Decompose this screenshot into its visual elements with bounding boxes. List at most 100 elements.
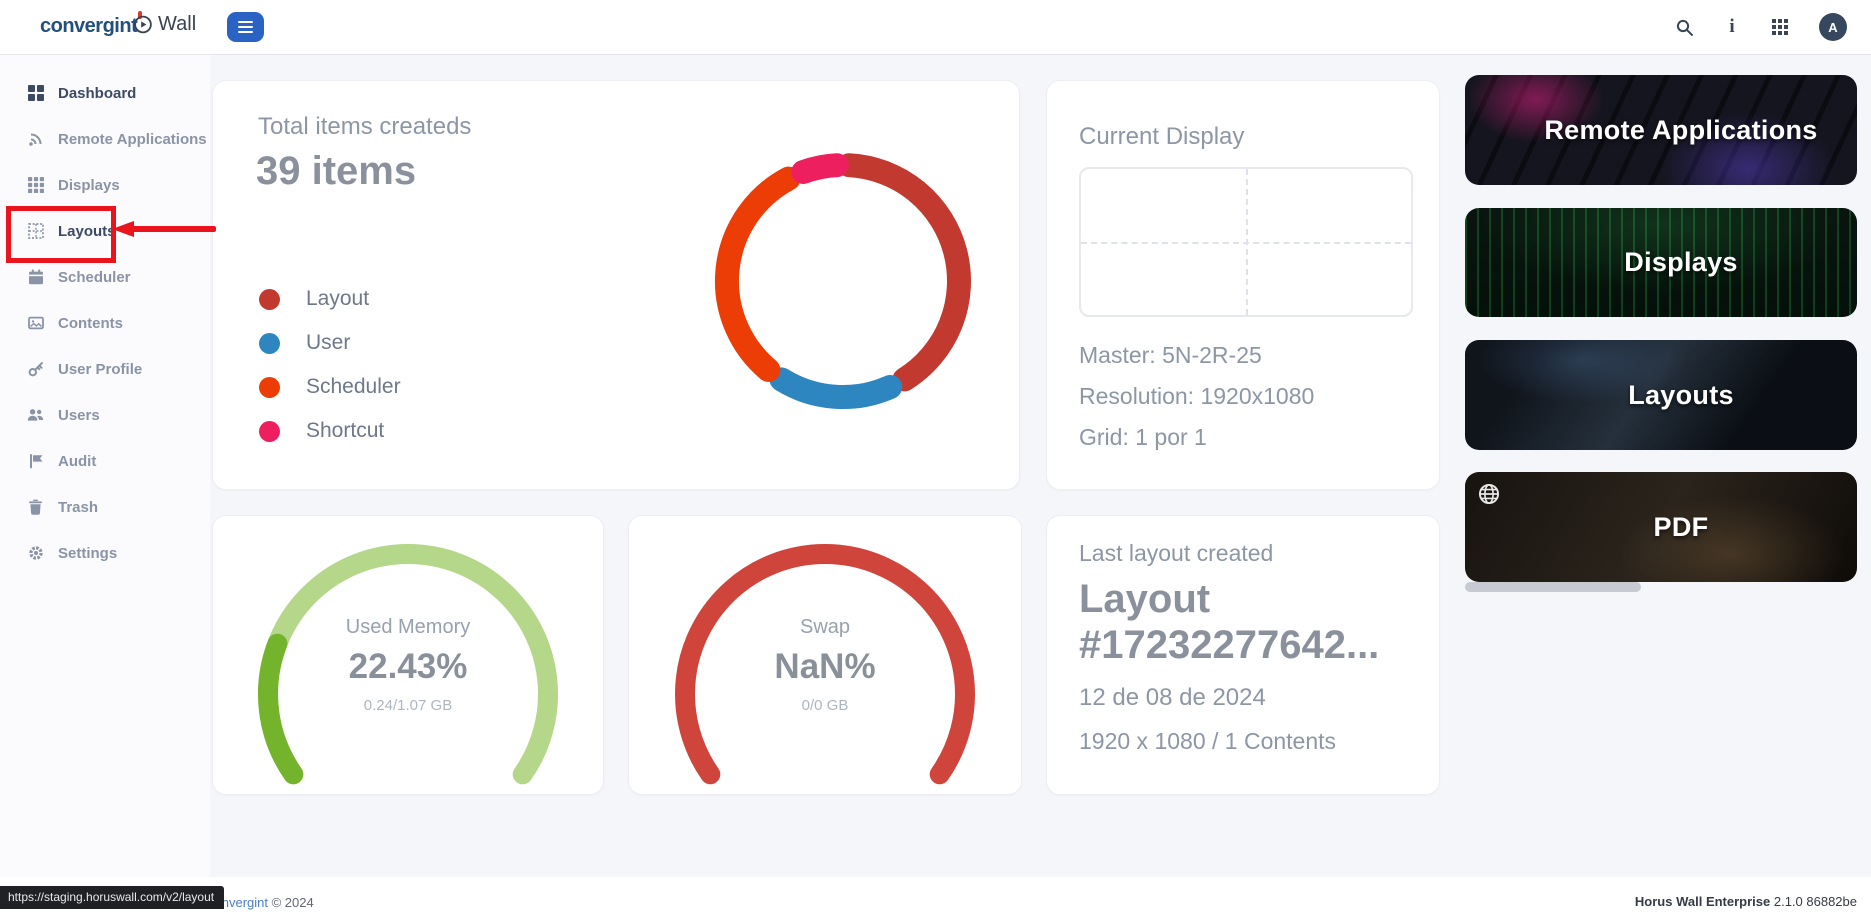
footer-year: © 2024 bbox=[267, 895, 314, 910]
display-grid: Grid: 1 por 1 bbox=[1079, 424, 1207, 450]
last-layout-date: 12 de 08 de 2024 bbox=[1079, 684, 1266, 711]
trash-icon bbox=[27, 499, 44, 516]
product-name: Wall bbox=[158, 13, 197, 35]
sidebar-item-label: Users bbox=[58, 406, 100, 424]
swap-card: Swap NaN% 0/0 GB bbox=[628, 515, 1022, 795]
preview-dashed-hline bbox=[1081, 242, 1411, 244]
last-layout-meta: 1920 x 1080 / 1 Contents bbox=[1079, 728, 1337, 754]
audit-icon bbox=[27, 453, 44, 470]
donut-legend: Layout User Scheduler Shortcut bbox=[259, 277, 401, 453]
sidebar-item-label: Settings bbox=[58, 544, 118, 562]
total-items-card: Total items createds 39 items Layout User… bbox=[212, 80, 1020, 490]
convergint-logo: convergint bbox=[40, 11, 143, 38]
total-items-value: 39 items bbox=[256, 149, 417, 193]
used-memory-card: Used Memory 22.43% 0.24/1.07 GB bbox=[212, 515, 604, 795]
quicklink-label: Displays bbox=[1624, 247, 1738, 277]
quicklink-displays[interactable]: Displays bbox=[1465, 208, 1857, 317]
footer-app-name: Horus Wall Enterprise bbox=[1634, 894, 1771, 909]
quicklink-label: Layouts bbox=[1628, 379, 1734, 410]
swap-text: Swap NaN% 0/0 GB bbox=[629, 616, 1021, 714]
sidebar-item-label: Scheduler bbox=[58, 268, 131, 286]
sidebar-item-label: Remote Applications bbox=[58, 130, 207, 148]
sidebar-item-label: Contents bbox=[58, 314, 123, 332]
sidebar-item-label: Dashboard bbox=[58, 84, 137, 102]
user-profile-icon bbox=[27, 361, 44, 378]
legend-label: Layout bbox=[306, 287, 370, 310]
swap-label: Swap bbox=[799, 616, 851, 638]
swap-gauge bbox=[675, 544, 975, 785]
product-title: Wall bbox=[134, 13, 196, 36]
sidebar-item-settings[interactable]: Settings bbox=[0, 530, 210, 576]
sidebar-item-label: User Profile bbox=[58, 360, 143, 378]
contents-icon bbox=[27, 315, 44, 332]
legend-label: Shortcut bbox=[306, 419, 385, 442]
legend-label: Scheduler bbox=[306, 375, 401, 398]
sidebar-item-layouts[interactable]: Layouts bbox=[0, 208, 210, 254]
sidebar-item-audit[interactable]: Audit bbox=[0, 438, 210, 484]
legend-label: User bbox=[306, 331, 351, 354]
users-icon bbox=[27, 407, 44, 424]
used-memory-detail: 0.24/1.07 GB bbox=[363, 697, 453, 714]
avatar[interactable]: A bbox=[1819, 13, 1847, 41]
sidebar-item-label: Trash bbox=[58, 498, 99, 516]
sidebar: Dashboard Remote Applications Displays Layo… bbox=[0, 54, 210, 877]
used-memory-label: Used Memory bbox=[345, 616, 471, 638]
sidebar-item-remote-applications[interactable]: Remote Applications bbox=[0, 116, 210, 162]
current-display-title: Current Display bbox=[1079, 123, 1245, 150]
footer-version: Horus Wall Enterprise 2.1.0 86882be bbox=[1635, 894, 1857, 909]
legend-dot bbox=[259, 332, 280, 354]
swap-detail: 0/0 GB bbox=[801, 697, 849, 714]
info-icon[interactable]: i bbox=[1729, 16, 1735, 37]
sidebar-item-user-profile[interactable]: User Profile bbox=[0, 346, 210, 392]
items-donut-chart bbox=[715, 153, 971, 409]
quicklink-pdf[interactable]: PDF bbox=[1465, 472, 1857, 582]
sidebar-item-users[interactable]: Users bbox=[0, 392, 210, 438]
swap-percent: NaN% bbox=[774, 647, 876, 686]
scheduler-icon bbox=[27, 269, 44, 286]
logo-accent bbox=[138, 11, 143, 19]
used-memory-text: Used Memory 22.43% 0.24/1.07 GB bbox=[213, 616, 603, 714]
settings-icon bbox=[27, 545, 44, 562]
hamburger-icon bbox=[238, 26, 253, 28]
display-info: Master: 5N-2R-25 Resolution: 1920x1080 G… bbox=[1079, 335, 1314, 458]
legend-dot bbox=[259, 376, 280, 398]
sidebar-item-label: Displays bbox=[58, 176, 120, 194]
quicklink-label: Remote Applications bbox=[1544, 114, 1818, 145]
quicklink-layouts[interactable]: Layouts bbox=[1465, 340, 1857, 450]
sidebar-item-trash[interactable]: Trash bbox=[0, 484, 210, 530]
legend-item-scheduler: Scheduler bbox=[259, 365, 401, 409]
last-layout-name: Layout #17232277642... bbox=[1079, 577, 1380, 667]
topbar: convergint Wall i bbox=[0, 0, 1871, 55]
quicklink-remote-applications[interactable]: Remote Applications bbox=[1465, 75, 1857, 185]
topbar-actions: i A bbox=[1675, 0, 1847, 54]
sidebar-toggle-button[interactable] bbox=[227, 12, 264, 42]
sidebar-item-label: Layouts bbox=[58, 222, 116, 240]
dashboard-icon bbox=[27, 85, 44, 102]
search-icon[interactable] bbox=[1675, 18, 1693, 36]
sidebar-item-dashboard[interactable]: Dashboard bbox=[0, 70, 210, 116]
quicklink-label: PDF bbox=[1653, 511, 1709, 542]
displays-icon bbox=[27, 177, 44, 194]
sidebar-menu: Dashboard Remote Applications Displays Layo… bbox=[0, 70, 210, 576]
sidebar-item-label: Audit bbox=[58, 452, 97, 470]
legend-dot bbox=[259, 420, 280, 442]
layouts-icon bbox=[27, 223, 44, 240]
browser-status-url: https://staging.horuswall.com/v2/layout bbox=[0, 886, 225, 909]
display-grid-preview bbox=[1079, 167, 1413, 317]
legend-item-shortcut: Shortcut bbox=[259, 409, 401, 453]
legend-dot bbox=[259, 288, 280, 310]
apps-grid-icon[interactable] bbox=[1771, 18, 1789, 36]
current-display-card: Current Display Master: 5N-2R-25 Resolut… bbox=[1046, 80, 1440, 490]
total-items-title: Total items createds bbox=[258, 113, 472, 140]
display-master: Master: 5N-2R-25 bbox=[1079, 342, 1262, 368]
sidebar-item-displays[interactable]: Displays bbox=[0, 162, 210, 208]
globe-icon bbox=[1478, 483, 1500, 505]
sidebar-item-scheduler[interactable]: Scheduler bbox=[0, 254, 210, 300]
last-layout-card: Last layout created Layout #17232277642.… bbox=[1046, 515, 1440, 795]
used-memory-gauge bbox=[258, 544, 558, 785]
footer: convergint © 2024 Horus Wall Enterprise … bbox=[0, 877, 1871, 922]
used-memory-percent: 22.43% bbox=[348, 647, 468, 686]
sidebar-item-contents[interactable]: Contents bbox=[0, 300, 210, 346]
footer-app-version: 2.1.0 86882be bbox=[1770, 894, 1857, 909]
horizontal-scrollbar-thumb[interactable] bbox=[1465, 582, 1641, 592]
